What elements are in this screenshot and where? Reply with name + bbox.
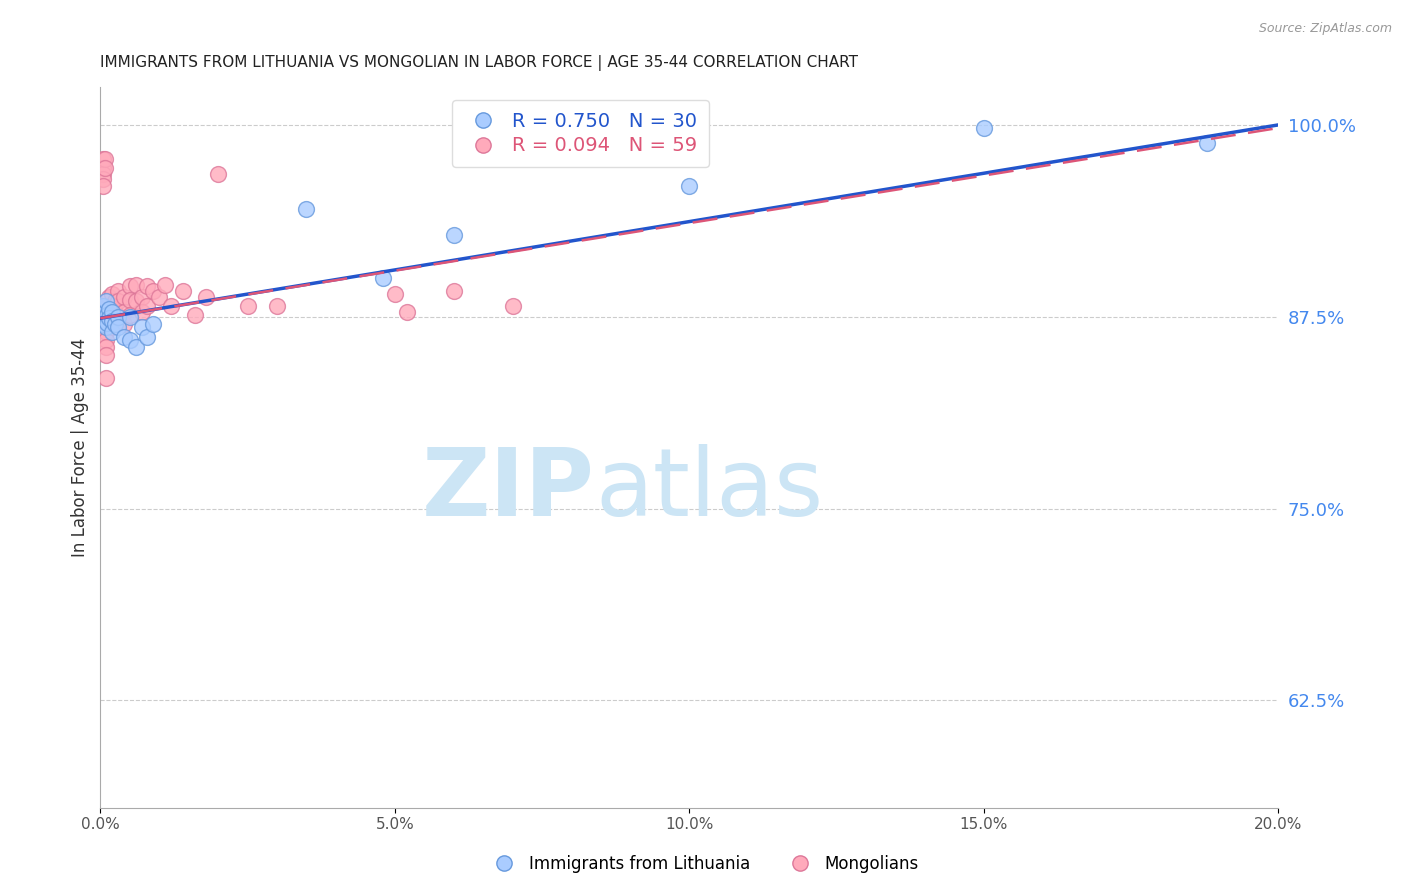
Point: [136, 279, 159, 293]
Point: [112, 305, 135, 319]
Point: [101, 320, 124, 334]
Text: atlas: atlas: [595, 444, 824, 536]
Point: [98, 301, 121, 316]
Point: [96, 314, 118, 328]
Point: [96, 299, 118, 313]
Point: [96, 299, 118, 313]
Point: [125, 340, 148, 354]
Point: [112, 329, 135, 343]
Point: [107, 320, 129, 334]
Point: [96, 310, 118, 324]
Legend: Immigrants from Lithuania, Mongolians: Immigrants from Lithuania, Mongolians: [481, 848, 925, 880]
Point: [101, 299, 124, 313]
Point: [98, 301, 121, 316]
Point: [98, 290, 121, 304]
Point: [104, 305, 127, 319]
Point: [395, 305, 418, 319]
Point: [91, 171, 114, 186]
Text: ZIP: ZIP: [422, 444, 595, 536]
Point: [142, 284, 165, 298]
Point: [112, 290, 135, 304]
Point: [384, 286, 406, 301]
Y-axis label: In Labor Force | Age 35-44: In Labor Force | Age 35-44: [72, 337, 89, 557]
Point: [96, 325, 118, 339]
Point: [195, 290, 218, 304]
Point: [91, 179, 114, 194]
Point: [131, 320, 153, 334]
Point: [94, 161, 117, 175]
Point: [207, 167, 229, 181]
Point: [153, 277, 176, 292]
Point: [91, 301, 114, 316]
Point: [96, 308, 118, 322]
Point: [96, 320, 118, 334]
Point: [107, 284, 129, 298]
Point: [96, 316, 118, 330]
Point: [183, 308, 205, 322]
Point: [101, 305, 124, 319]
Point: [1197, 136, 1219, 151]
Point: [91, 310, 114, 324]
Point: [101, 308, 124, 322]
Point: [98, 314, 121, 328]
Point: [98, 311, 121, 326]
Point: [94, 305, 117, 319]
Point: [101, 286, 124, 301]
Point: [136, 329, 159, 343]
Point: [91, 161, 114, 175]
Point: [96, 333, 118, 347]
Point: [104, 294, 127, 309]
Point: [973, 121, 995, 136]
Point: [678, 179, 700, 194]
Text: Source: ZipAtlas.com: Source: ZipAtlas.com: [1258, 22, 1392, 36]
Point: [136, 299, 159, 313]
Point: [91, 299, 114, 313]
Point: [148, 290, 170, 304]
Point: [371, 271, 394, 285]
Point: [94, 152, 117, 166]
Point: [107, 294, 129, 309]
Point: [104, 318, 127, 332]
Point: [96, 320, 118, 334]
Point: [91, 152, 114, 166]
Point: [96, 340, 118, 354]
Point: [101, 314, 124, 328]
Point: [101, 325, 124, 339]
Text: IMMIGRANTS FROM LITHUANIA VS MONGOLIAN IN LABOR FORCE | AGE 35-44 CORRELATION CH: IMMIGRANTS FROM LITHUANIA VS MONGOLIAN I…: [100, 55, 858, 71]
Point: [118, 333, 141, 347]
Point: [96, 308, 118, 322]
Point: [96, 305, 118, 319]
Point: [91, 167, 114, 181]
Point: [91, 318, 114, 332]
Point: [125, 277, 148, 292]
Point: [112, 318, 135, 332]
Point: [96, 348, 118, 362]
Point: [107, 314, 129, 328]
Point: [295, 202, 318, 217]
Point: [96, 371, 118, 385]
Point: [172, 284, 194, 298]
Point: [160, 299, 183, 313]
Point: [125, 294, 148, 309]
Point: [118, 308, 141, 322]
Point: [107, 310, 129, 324]
Point: [443, 284, 465, 298]
Point: [96, 313, 118, 327]
Point: [131, 305, 153, 319]
Point: [131, 290, 153, 304]
Point: [443, 228, 465, 243]
Point: [236, 299, 259, 313]
Point: [118, 279, 141, 293]
Point: [118, 310, 141, 324]
Point: [142, 318, 165, 332]
Legend: R = 0.750   N = 30, R = 0.094   N = 59: R = 0.750 N = 30, R = 0.094 N = 59: [451, 100, 709, 167]
Point: [266, 299, 288, 313]
Point: [118, 293, 141, 307]
Point: [502, 299, 524, 313]
Point: [96, 294, 118, 309]
